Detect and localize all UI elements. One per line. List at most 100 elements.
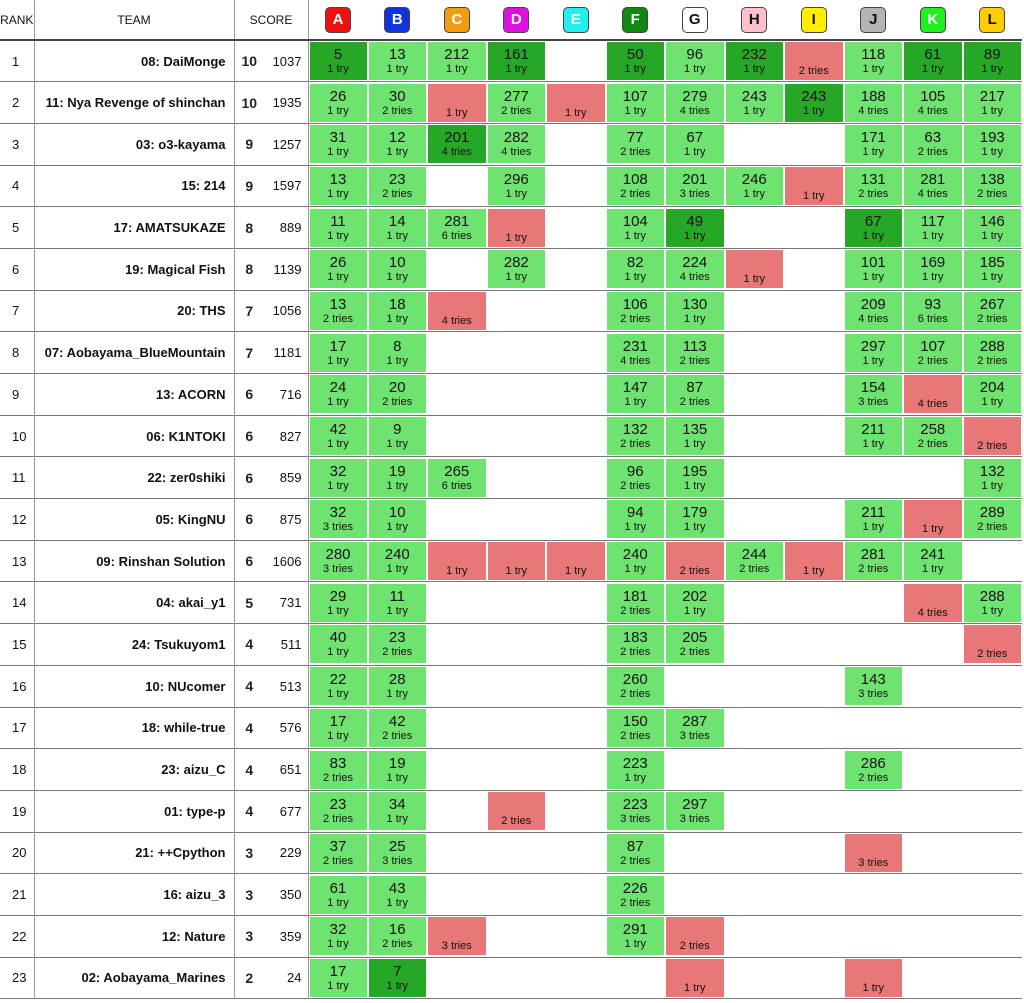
solved-cell[interactable]: 19 1 try	[368, 750, 426, 789]
rejected-cell[interactable]: 1 try	[547, 83, 605, 122]
solved-cell[interactable]: 243 1 try	[725, 83, 783, 122]
solved-cell[interactable]: 201 3 tries	[666, 166, 724, 205]
solved-cell[interactable]: 32 3 tries	[309, 500, 367, 539]
solved-cell[interactable]: 244 2 tries	[725, 542, 783, 581]
problem-badge[interactable]: G	[681, 6, 708, 33]
problem-badge[interactable]: B	[384, 6, 411, 33]
solved-cell[interactable]: 106 2 tries	[606, 291, 664, 330]
solved-cell[interactable]: 93 6 tries	[904, 291, 962, 330]
solved-cell[interactable]: 10 1 try	[368, 250, 426, 289]
rejected-cell[interactable]: 2 tries	[487, 792, 545, 831]
solved-cell[interactable]: 277 2 tries	[487, 83, 545, 122]
solved-cell[interactable]: 96 2 tries	[606, 458, 664, 497]
solved-cell[interactable]: 169 1 try	[904, 250, 962, 289]
problem-header-b[interactable]: B	[368, 0, 428, 40]
solved-cell[interactable]: 26 1 try	[309, 250, 367, 289]
solved-cell[interactable]: 17 1 try	[309, 333, 367, 372]
solved-cell[interactable]: 17 1 try	[309, 708, 367, 747]
solved-cell[interactable]: 63 2 tries	[904, 125, 962, 164]
rejected-cell[interactable]: 1 try	[785, 166, 843, 205]
solved-cell[interactable]: 135 1 try	[666, 417, 724, 456]
solved-cell[interactable]: 265 6 tries	[428, 458, 486, 497]
problem-badge[interactable]: C	[443, 6, 470, 33]
solved-cell[interactable]: 195 1 try	[666, 458, 724, 497]
solved-cell[interactable]: 13 1 try	[368, 42, 426, 81]
solved-cell[interactable]: 42 2 tries	[368, 708, 426, 747]
rejected-cell[interactable]: 1 try	[428, 542, 486, 581]
solved-cell[interactable]: 209 4 tries	[844, 291, 902, 330]
solved-cell[interactable]: 23 2 tries	[368, 166, 426, 205]
solved-cell[interactable]: 280 3 tries	[309, 542, 367, 581]
rejected-cell[interactable]: 4 tries	[428, 291, 486, 330]
solved-cell[interactable]: 82 1 try	[606, 250, 664, 289]
solved-cell[interactable]: 23 2 tries	[368, 625, 426, 664]
solved-cell[interactable]: 43 1 try	[368, 875, 426, 914]
solved-cell[interactable]: 211 1 try	[844, 500, 902, 539]
problem-header-g[interactable]: G	[665, 0, 725, 40]
first-solve-cell[interactable]: 243 1 try	[785, 83, 843, 122]
solved-cell[interactable]: 241 1 try	[904, 542, 962, 581]
problem-header-e[interactable]: E	[546, 0, 606, 40]
problem-header-a[interactable]: A	[307, 0, 368, 40]
solved-cell[interactable]: 107 2 tries	[904, 333, 962, 372]
problem-badge[interactable]: K	[919, 6, 946, 33]
first-solve-cell[interactable]: 49 1 try	[666, 208, 724, 247]
rejected-cell[interactable]: 2 tries	[785, 42, 843, 81]
solved-cell[interactable]: 279 4 tries	[666, 83, 724, 122]
solved-cell[interactable]: 25 3 tries	[368, 833, 426, 872]
solved-cell[interactable]: 204 1 try	[963, 375, 1021, 414]
solved-cell[interactable]: 104 1 try	[606, 208, 664, 247]
solved-cell[interactable]: 183 2 tries	[606, 625, 664, 664]
solved-cell[interactable]: 14 1 try	[368, 208, 426, 247]
solved-cell[interactable]: 23 2 tries	[309, 792, 367, 831]
rejected-cell[interactable]: 1 try	[785, 542, 843, 581]
solved-cell[interactable]: 147 1 try	[606, 375, 664, 414]
solved-cell[interactable]: 37 2 tries	[309, 833, 367, 872]
solved-cell[interactable]: 77 2 tries	[606, 125, 664, 164]
rejected-cell[interactable]: 4 tries	[904, 375, 962, 414]
solved-cell[interactable]: 12 1 try	[368, 125, 426, 164]
rejected-cell[interactable]: 1 try	[904, 500, 962, 539]
solved-cell[interactable]: 281 4 tries	[904, 166, 962, 205]
solved-cell[interactable]: 291 1 try	[606, 917, 664, 956]
solved-cell[interactable]: 11 1 try	[368, 583, 426, 622]
rejected-cell[interactable]: 2 tries	[963, 417, 1021, 456]
solved-cell[interactable]: 108 2 tries	[606, 166, 664, 205]
first-solve-cell[interactable]: 201 4 tries	[428, 125, 486, 164]
solved-cell[interactable]: 217 1 try	[963, 83, 1021, 122]
solved-cell[interactable]: 205 2 tries	[666, 625, 724, 664]
solved-cell[interactable]: 42 1 try	[309, 417, 367, 456]
solved-cell[interactable]: 138 2 tries	[963, 166, 1021, 205]
solved-cell[interactable]: 297 1 try	[844, 333, 902, 372]
solved-cell[interactable]: 143 3 tries	[844, 667, 902, 706]
solved-cell[interactable]: 240 1 try	[368, 542, 426, 581]
problem-badge[interactable]: H	[741, 6, 768, 33]
solved-cell[interactable]: 67 1 try	[666, 125, 724, 164]
solved-cell[interactable]: 18 1 try	[368, 291, 426, 330]
solved-cell[interactable]: 13 1 try	[309, 166, 367, 205]
solved-cell[interactable]: 40 1 try	[309, 625, 367, 664]
solved-cell[interactable]: 289 2 tries	[963, 500, 1021, 539]
solved-cell[interactable]: 16 2 tries	[368, 917, 426, 956]
solved-cell[interactable]: 117 1 try	[904, 208, 962, 247]
solved-cell[interactable]: 20 2 tries	[368, 375, 426, 414]
problem-badge[interactable]: I	[800, 6, 827, 33]
rejected-cell[interactable]: 1 try	[428, 83, 486, 122]
solved-cell[interactable]: 28 1 try	[368, 667, 426, 706]
solved-cell[interactable]: 188 4 tries	[844, 83, 902, 122]
rejected-cell[interactable]: 1 try	[725, 250, 783, 289]
problem-header-f[interactable]: F	[606, 0, 666, 40]
solved-cell[interactable]: 181 2 tries	[606, 583, 664, 622]
solved-cell[interactable]: 107 1 try	[606, 83, 664, 122]
problem-header-j[interactable]: J	[844, 0, 904, 40]
solved-cell[interactable]: 32 1 try	[309, 458, 367, 497]
solved-cell[interactable]: 297 3 tries	[666, 792, 724, 831]
solved-cell[interactable]: 32 1 try	[309, 917, 367, 956]
solved-cell[interactable]: 19 1 try	[368, 458, 426, 497]
solved-cell[interactable]: 10 1 try	[368, 500, 426, 539]
solved-cell[interactable]: 13 2 tries	[309, 291, 367, 330]
solved-cell[interactable]: 202 1 try	[666, 583, 724, 622]
solved-cell[interactable]: 211 1 try	[844, 417, 902, 456]
